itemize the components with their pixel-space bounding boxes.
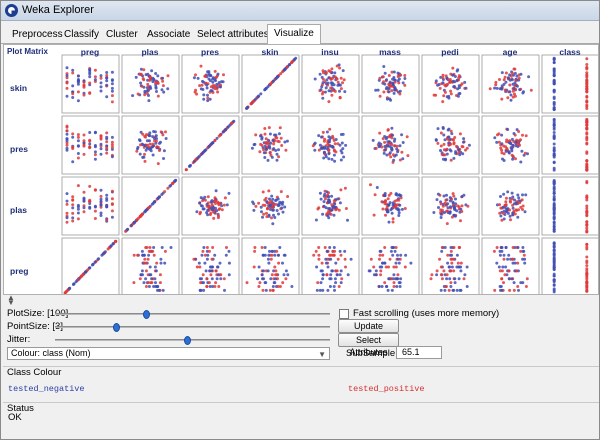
matrix-cell-pres-insu[interactable] bbox=[301, 115, 360, 175]
column-label-pres: pres bbox=[201, 47, 219, 57]
matrix-cell-skin-class[interactable] bbox=[541, 54, 599, 114]
fast-scrolling-label[interactable]: Fast scrolling (uses more memory) bbox=[353, 308, 500, 319]
matrix-cell-plas-preg[interactable] bbox=[61, 176, 120, 236]
tab-preprocess[interactable]: Preprocess bbox=[12, 29, 63, 40]
tab-cluster[interactable]: Cluster bbox=[106, 29, 138, 40]
chevron-down-icon[interactable]: ▼ bbox=[318, 350, 326, 359]
tab-associate[interactable]: Associate bbox=[147, 29, 191, 40]
matrix-cell-preg-class[interactable] bbox=[541, 237, 599, 295]
panel-splitter[interactable]: ▲ ▼ bbox=[3, 293, 599, 307]
update-button[interactable]: Update bbox=[338, 319, 399, 333]
status-text: OK bbox=[8, 412, 22, 423]
caret-up-icon[interactable]: ▲ bbox=[7, 293, 15, 302]
fast-scrolling-checkbox[interactable] bbox=[339, 309, 349, 319]
plot-size-label: PlotSize: [100] bbox=[7, 308, 69, 319]
matrix-cell-skin-mass[interactable] bbox=[361, 54, 420, 114]
status-group: Status OK bbox=[3, 402, 599, 439]
colour-select-value: Colour: class (Nom) bbox=[11, 348, 91, 358]
column-label-skin: skin bbox=[261, 47, 279, 57]
matrix-cell-pres-class[interactable] bbox=[541, 115, 599, 175]
matrix-cell-pres-preg[interactable] bbox=[61, 115, 120, 175]
matrix-cell-skin-pres[interactable] bbox=[181, 54, 240, 114]
matrix-cell-preg-mass[interactable] bbox=[361, 237, 420, 295]
column-label-pedi: pedi bbox=[441, 47, 459, 57]
class-colour-group: Class Colour tested_negative tested_posi… bbox=[3, 366, 599, 403]
matrix-cell-plas-skin[interactable] bbox=[241, 176, 300, 236]
column-label-plas: plas bbox=[141, 47, 159, 57]
matrix-cell-pres-age[interactable] bbox=[481, 115, 540, 175]
tab-visualize[interactable]: Visualize bbox=[267, 24, 321, 45]
matrix-cell-plas-pres[interactable] bbox=[181, 176, 240, 236]
jitter-slider[interactable] bbox=[55, 336, 330, 345]
row-label-skin: skin bbox=[10, 83, 28, 93]
legend-tested-negative[interactable]: tested_negative bbox=[8, 384, 85, 394]
matrix-cell-pres-plas[interactable] bbox=[121, 115, 180, 175]
matrix-cell-pres-pres[interactable] bbox=[181, 115, 240, 175]
row-label-preg: preg bbox=[10, 266, 29, 276]
matrix-cell-pres-mass[interactable] bbox=[361, 115, 420, 175]
tab-classify[interactable]: Classify bbox=[64, 29, 100, 40]
matrix-cell-skin-plas[interactable] bbox=[121, 54, 180, 114]
subsample-label: SubSample % : bbox=[346, 348, 412, 359]
matrix-cell-preg-skin[interactable] bbox=[241, 237, 300, 295]
matrix-cell-preg-pedi[interactable] bbox=[421, 237, 480, 295]
matrix-cell-plas-insu[interactable] bbox=[301, 176, 360, 236]
matrix-cell-plas-plas[interactable] bbox=[121, 176, 180, 236]
legend-tested-positive[interactable]: tested_positive bbox=[348, 384, 425, 394]
column-label-mass: mass bbox=[379, 47, 401, 57]
title-bar: Weka Explorer bbox=[1, 1, 599, 21]
matrix-cell-pres-skin[interactable] bbox=[241, 115, 300, 175]
row-label-pres: pres bbox=[10, 144, 28, 154]
matrix-cell-skin-pedi[interactable] bbox=[421, 54, 480, 114]
matrix-cell-skin-skin[interactable] bbox=[241, 54, 300, 114]
point-size-slider[interactable] bbox=[55, 323, 330, 332]
window-title: Weka Explorer bbox=[22, 4, 94, 16]
matrix-cell-plas-mass[interactable] bbox=[361, 176, 420, 236]
jitter-label: Jitter: bbox=[7, 334, 31, 345]
column-label-preg: preg bbox=[80, 47, 100, 57]
matrix-cell-skin-preg[interactable] bbox=[61, 54, 120, 114]
scatter-matrix bbox=[61, 54, 599, 295]
matrix-cell-pres-pedi[interactable] bbox=[421, 115, 480, 175]
plot-size-slider[interactable] bbox=[55, 310, 330, 319]
plot-matrix-panel: Plot Matrix preg plas pres skin insu mas… bbox=[3, 44, 599, 295]
jitter-slider-thumb[interactable] bbox=[184, 336, 191, 345]
select-attributes-button[interactable]: Select Attributes bbox=[338, 333, 399, 357]
tab-bar: Preprocess Classify Cluster Associate Se… bbox=[1, 22, 599, 45]
plot-matrix-title: Plot Matrix bbox=[7, 47, 48, 56]
column-label-age: age bbox=[502, 47, 518, 57]
status-title: Status bbox=[7, 403, 34, 414]
matrix-cell-preg-plas[interactable] bbox=[121, 237, 180, 295]
column-label-class: class bbox=[559, 47, 581, 57]
matrix-cell-preg-preg[interactable] bbox=[61, 237, 120, 295]
matrix-cell-plas-age[interactable] bbox=[481, 176, 540, 236]
colour-attribute-select[interactable]: Colour: class (Nom) ▼ bbox=[7, 347, 330, 360]
caret-down-icon[interactable]: ▼ bbox=[7, 298, 15, 307]
matrix-cell-skin-age[interactable] bbox=[481, 54, 540, 114]
tab-select-attributes[interactable]: Select attributes bbox=[197, 29, 269, 40]
matrix-cell-plas-pedi[interactable] bbox=[421, 176, 480, 236]
point-size-label: PointSize: [3] bbox=[7, 321, 63, 332]
column-label-insu: insu bbox=[321, 47, 339, 57]
matrix-cell-plas-class[interactable] bbox=[541, 176, 599, 236]
matrix-cell-preg-age[interactable] bbox=[481, 237, 540, 295]
class-colour-title: Class Colour bbox=[7, 367, 62, 378]
row-label-plas: plas bbox=[10, 205, 28, 215]
plot-size-slider-thumb[interactable] bbox=[142, 310, 150, 319]
matrix-cell-skin-insu[interactable] bbox=[301, 54, 360, 114]
weka-app-icon bbox=[5, 4, 18, 17]
point-size-slider-thumb[interactable] bbox=[112, 323, 120, 332]
matrix-cell-preg-insu[interactable] bbox=[301, 237, 360, 295]
subsample-input[interactable]: 65.1 bbox=[396, 346, 442, 359]
matrix-cell-preg-pres[interactable] bbox=[181, 237, 240, 295]
